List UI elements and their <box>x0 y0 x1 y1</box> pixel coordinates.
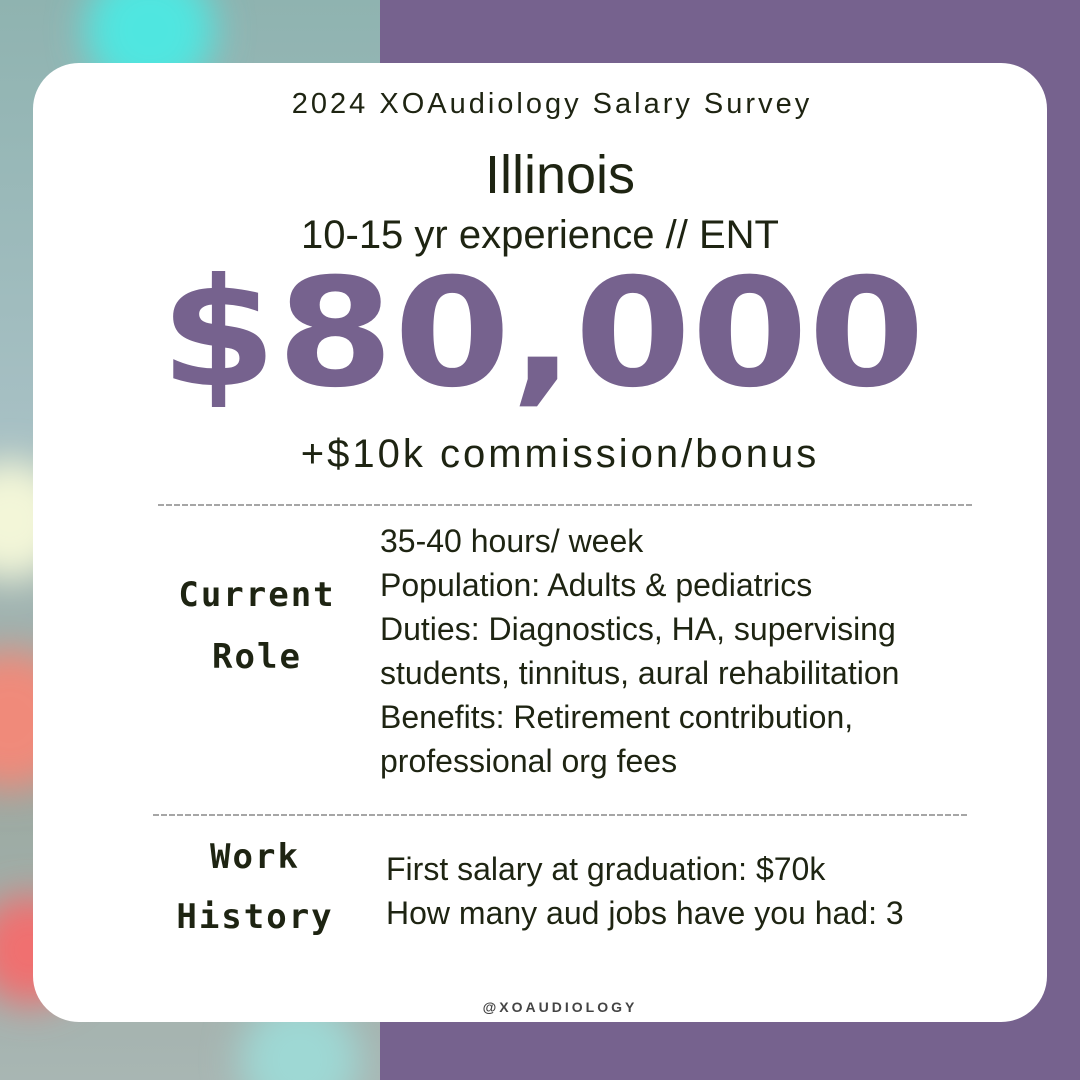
section-label: Role <box>212 637 302 677</box>
survey-title: 2024 XOAudiology Salary Survey <box>292 88 812 120</box>
section-line: Duties: Diagnostics, HA, supervising <box>380 611 896 647</box>
sections: Current Role 35-40 hours/ week Population: … <box>176 523 903 937</box>
subtitle: 10-15 yr experience // ENT <box>301 213 779 257</box>
card <box>33 63 1047 1022</box>
section-line: students, tinnitus, aural rehabilitation <box>380 655 899 691</box>
salary-amount: $80,000 <box>160 247 925 421</box>
section-line: Population: Adults & pediatrics <box>380 567 812 603</box>
section-line: How many aud jobs have you had: 3 <box>386 895 904 931</box>
section-label: Current <box>178 575 335 615</box>
bonus: +$10k commission/bonus <box>301 432 819 476</box>
section-line: professional org fees <box>380 743 677 779</box>
section-label: Work <box>210 837 300 877</box>
section-line: First salary at graduation: $70k <box>386 851 826 887</box>
footer-handle: @XOAUDIOLOGY <box>483 999 638 1015</box>
section-line: Benefits: Retirement contribution, <box>380 699 853 735</box>
section-label: History <box>176 897 333 937</box>
state: Illinois <box>485 145 635 205</box>
section-line: 35-40 hours/ week <box>380 523 644 559</box>
